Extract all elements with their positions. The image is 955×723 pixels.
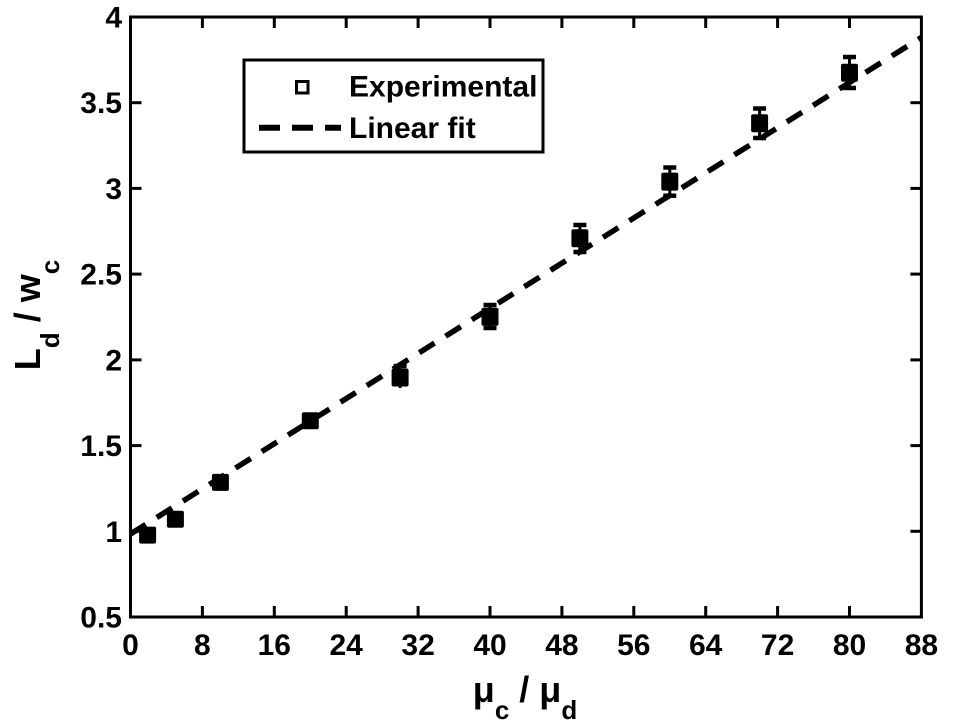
svg-text:2: 2 xyxy=(105,344,122,377)
svg-text:64: 64 xyxy=(689,629,723,662)
svg-text:3: 3 xyxy=(105,173,122,206)
svg-text:40: 40 xyxy=(473,629,506,662)
svg-text:1: 1 xyxy=(105,516,122,549)
svg-text:32: 32 xyxy=(401,629,434,662)
svg-text:4: 4 xyxy=(105,2,122,35)
svg-text:8: 8 xyxy=(194,629,211,662)
svg-text:80: 80 xyxy=(833,629,866,662)
svg-text:2.5: 2.5 xyxy=(80,259,122,292)
svg-text:1.5: 1.5 xyxy=(80,430,122,463)
svg-text:72: 72 xyxy=(761,629,794,662)
svg-text:3.5: 3.5 xyxy=(80,87,122,120)
svg-text:Experimental: Experimental xyxy=(349,71,537,104)
svg-text:48: 48 xyxy=(545,629,578,662)
svg-text:16: 16 xyxy=(258,629,291,662)
svg-text:Linear fit: Linear fit xyxy=(349,112,476,145)
svg-text:88: 88 xyxy=(905,629,938,662)
svg-text:0.5: 0.5 xyxy=(80,602,122,635)
svg-text:0: 0 xyxy=(122,629,139,662)
svg-text:56: 56 xyxy=(617,629,650,662)
svg-text:24: 24 xyxy=(330,629,364,662)
